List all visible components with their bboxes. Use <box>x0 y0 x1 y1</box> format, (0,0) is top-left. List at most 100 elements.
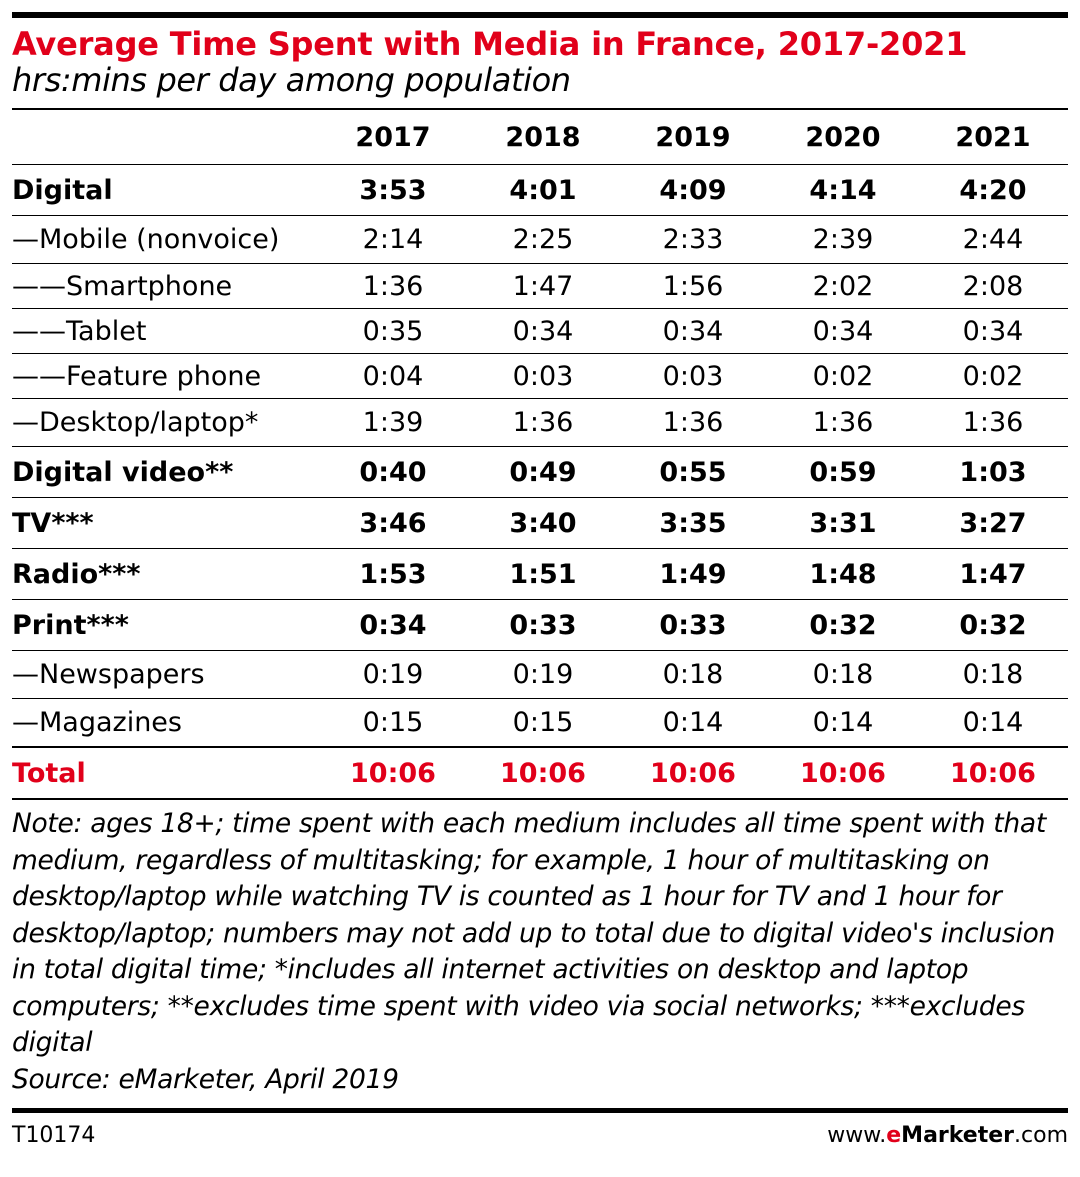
table-cell: 0:02 <box>918 353 1068 399</box>
table-cell: 0:32 <box>918 599 1068 651</box>
table-cell: 1:03 <box>918 446 1068 498</box>
table-cell: 4:09 <box>618 164 768 216</box>
table-cell: 0:34 <box>768 308 918 354</box>
table-row: ——Feature phone 0:04 0:03 0:03 0:02 0:02 <box>12 353 1068 399</box>
row-label: ——Tablet <box>12 308 318 354</box>
top-rule <box>12 12 1068 18</box>
table-cell: 1:36 <box>318 263 468 309</box>
table-cell: 1:36 <box>918 398 1068 447</box>
table-cell: 1:47 <box>918 548 1068 600</box>
row-label: ——Feature phone <box>12 353 318 399</box>
table-cell: 1:36 <box>618 398 768 447</box>
table-cell: 4:01 <box>468 164 618 216</box>
column-header-2019: 2019 <box>655 121 731 153</box>
table-row: Print*** 0:34 0:33 0:33 0:32 0:32 <box>12 599 1068 651</box>
table-cell: 1:56 <box>618 263 768 309</box>
footer: T10174 www.eMarketer.com <box>12 1123 1068 1148</box>
table-cell: 0:19 <box>318 650 468 699</box>
row-label: Digital <box>12 164 318 216</box>
table-row: —Desktop/laptop* 1:39 1:36 1:36 1:36 1:36 <box>12 398 1068 447</box>
table-cell: 0:03 <box>468 353 618 399</box>
header-corner <box>12 110 318 165</box>
table-cell: 4:14 <box>768 164 918 216</box>
column-header-2021: 2021 <box>955 121 1031 153</box>
row-label: Radio*** <box>12 548 318 600</box>
table-row: Digital video** 0:40 0:49 0:55 0:59 1:03 <box>12 446 1068 498</box>
table-cell: 0:40 <box>318 446 468 498</box>
table-cell: 0:18 <box>768 650 918 699</box>
footnote: Note: ages 18+; time spent with each med… <box>12 798 1068 1098</box>
table-cell: 0:19 <box>468 650 618 699</box>
table-cell: 1:47 <box>468 263 618 309</box>
table-cell: 0:35 <box>318 308 468 354</box>
row-label: Print*** <box>12 599 318 651</box>
table-cell: 1:53 <box>318 548 468 600</box>
table-row: —Newspapers 0:19 0:19 0:18 0:18 0:18 <box>12 650 1068 699</box>
row-label: —Newspapers <box>12 650 318 699</box>
table-row: Digital 3:53 4:01 4:09 4:14 4:20 <box>12 164 1068 216</box>
table-cell: 0:32 <box>768 599 918 651</box>
table-cell: 0:03 <box>618 353 768 399</box>
table-body: Digital 3:53 4:01 4:09 4:14 4:20 —Mobile (nonv… <box>12 164 1068 798</box>
table-cell: 0:33 <box>618 599 768 651</box>
brand-prefix: www. <box>827 1123 887 1148</box>
table-row: ——Tablet 0:35 0:34 0:34 0:34 0:34 <box>12 308 1068 354</box>
table-cell: 2:02 <box>768 263 918 309</box>
table-cell: 1:36 <box>468 398 618 447</box>
row-label: Digital video** <box>12 446 318 498</box>
bottom-rule <box>12 1108 1068 1113</box>
table-cell: 1:51 <box>468 548 618 600</box>
header-rule <box>12 108 1068 110</box>
chart-id: T10174 <box>12 1123 96 1148</box>
table-cell: 10:06 <box>768 746 918 798</box>
table-cell: 2:08 <box>918 263 1068 309</box>
table-cell: 0:14 <box>918 698 1068 747</box>
table-row: Radio*** 1:53 1:51 1:49 1:48 1:47 <box>12 548 1068 600</box>
table-cell: 3:40 <box>468 497 618 549</box>
table-cell: 0:34 <box>618 308 768 354</box>
note-text: Note: ages 18+; time spent with each med… <box>12 808 1055 1058</box>
table-cell: 0:34 <box>468 308 618 354</box>
column-header-2020: 2020 <box>805 121 881 153</box>
table-cell: 10:06 <box>918 746 1068 798</box>
table-cell: 0:14 <box>618 698 768 747</box>
table-cell: 0:15 <box>318 698 468 747</box>
brand-name: Marketer <box>901 1123 1015 1148</box>
row-label: ——Smartphone <box>12 263 318 309</box>
table-cell: 2:14 <box>318 215 468 264</box>
table-row: ——Smartphone 1:36 1:47 1:56 2:02 2:08 <box>12 263 1068 309</box>
table-row: TV*** 3:46 3:40 3:35 3:31 3:27 <box>12 497 1068 549</box>
table-cell: 0:02 <box>768 353 918 399</box>
chart-subtitle: hrs:mins per day among population <box>12 61 571 99</box>
table-cell: 1:49 <box>618 548 768 600</box>
table-cell: 0:59 <box>768 446 918 498</box>
header-row: 2017 2018 2019 2020 2021 <box>12 110 1068 165</box>
table-cell: 4:20 <box>918 164 1068 216</box>
table-cell: 0:33 <box>468 599 618 651</box>
table-cell: 1:36 <box>768 398 918 447</box>
table-row: —Magazines 0:15 0:15 0:14 0:14 0:14 <box>12 698 1068 747</box>
table-cell: 0:15 <box>468 698 618 747</box>
table-cell: 3:35 <box>618 497 768 549</box>
row-label: —Magazines <box>12 698 318 747</box>
brand-url: www.eMarketer.com <box>827 1123 1068 1148</box>
table-cell: 3:46 <box>318 497 468 549</box>
table-cell: 1:39 <box>318 398 468 447</box>
source-text: Source: eMarketer, April 2019 <box>12 1063 399 1095</box>
brand-suffix: .com <box>1014 1123 1068 1148</box>
table-cell: 0:14 <box>768 698 918 747</box>
table-cell: 2:25 <box>468 215 618 264</box>
row-label: TV*** <box>12 497 318 549</box>
table-cell: 0:49 <box>468 446 618 498</box>
table-cell: 3:53 <box>318 164 468 216</box>
table-cell: 0:55 <box>618 446 768 498</box>
table-cell: 2:39 <box>768 215 918 264</box>
table-cell: 2:33 <box>618 215 768 264</box>
table-cell: 0:18 <box>618 650 768 699</box>
table-cell: 10:06 <box>318 746 468 798</box>
table-cell: 0:34 <box>318 599 468 651</box>
chart-container: Average Time Spent with Media in France,… <box>12 12 1068 1148</box>
table-cell: 10:06 <box>468 746 618 798</box>
table-cell: 0:04 <box>318 353 468 399</box>
brand-e: e <box>886 1123 902 1148</box>
